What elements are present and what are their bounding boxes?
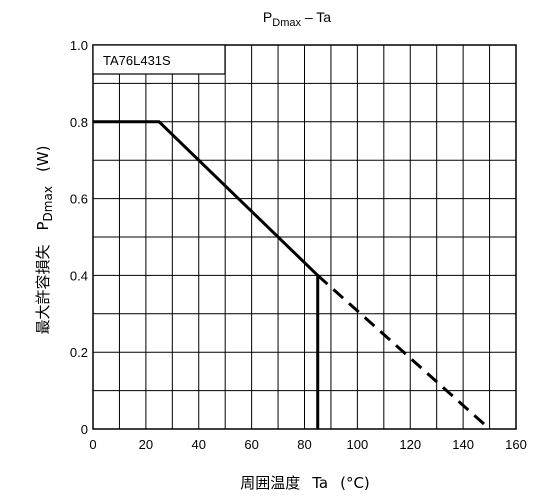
xlabel-symbol: Ta — [311, 474, 328, 492]
series-line-2 — [316, 274, 491, 431]
device-label-box — [92, 44, 226, 75]
y-tick-label: 1.0 — [70, 38, 88, 53]
device-label: TA76L431S — [103, 53, 171, 68]
y-tick-label: 0.8 — [70, 115, 88, 130]
x-tick-label: 60 — [244, 437, 258, 452]
x-tick-label: 40 — [192, 437, 206, 452]
ylabel-unit: (W) — [34, 146, 52, 173]
x-tick-label: 120 — [399, 437, 421, 452]
x-tick-labels: 0 20 40 60 80 100 120 140 160 — [89, 437, 526, 452]
xlabel-japanese: 周囲温度 — [240, 474, 300, 492]
ylabel-sub: Dmax — [41, 186, 55, 221]
y-tick-label: 0.2 — [70, 345, 88, 360]
x-axis-title: 周囲温度 Ta (°C) — [240, 474, 370, 492]
title-rest: – Ta — [301, 9, 331, 25]
y-axis-title: 最大許容損失 PDmax (W) — [34, 146, 55, 335]
title-sub: Dmax — [272, 17, 301, 29]
y-tick-label: 0 — [81, 422, 88, 437]
y-tick-label: 0.6 — [70, 192, 88, 207]
x-tick-label: 20 — [139, 437, 153, 452]
plot-border — [92, 44, 517, 430]
series-line-1 — [93, 120, 319, 277]
x-tick-label: 160 — [505, 437, 527, 452]
y-tick-labels: 0 0.2 0.4 0.6 0.8 1.0 — [70, 38, 88, 437]
chart-title: PDmax – Ta — [263, 9, 331, 29]
x-tick-label: 0 — [89, 437, 96, 452]
x-tick-label: 100 — [347, 437, 369, 452]
y-tick-label: 0.4 — [70, 268, 88, 283]
title-main: P — [263, 9, 272, 25]
plot-frame — [92, 44, 517, 430]
x-tick-label: 80 — [297, 437, 311, 452]
ylabel-symbol: P — [34, 221, 52, 230]
ylabel-japanese: 最大許容損失 — [34, 244, 52, 334]
grid-layer — [93, 45, 516, 429]
x-tick-label: 140 — [452, 437, 474, 452]
series-layer — [93, 120, 491, 431]
xlabel-unit: (°C) — [340, 474, 370, 492]
